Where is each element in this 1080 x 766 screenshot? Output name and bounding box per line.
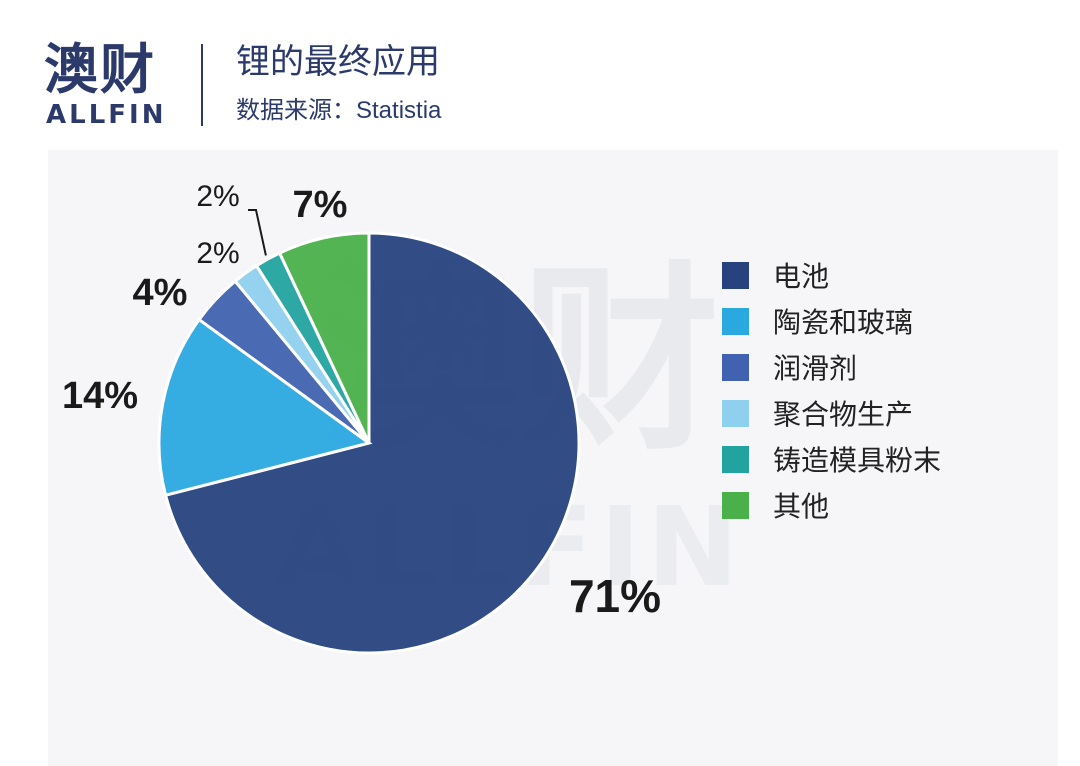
legend-item-2: 陶瓷和玻璃: [722, 298, 941, 344]
legend-item-4: 聚合物生产: [722, 390, 941, 436]
legend-item-1: 电池: [722, 252, 941, 298]
pie-slice-2: [157, 317, 373, 498]
leader-line-5: [248, 209, 267, 256]
brand-logo-en: ALLFIN: [46, 100, 167, 130]
data-label-4: 2%: [196, 237, 239, 270]
data-label-2: 14%: [62, 375, 138, 417]
data-label-5: 2%: [196, 180, 239, 213]
legend-label-6: 其他: [773, 490, 830, 523]
brand-logo-cn: 澳财: [44, 38, 156, 101]
legend-label-4: 聚合物生产: [773, 398, 914, 431]
legend-item-3: 润滑剂: [722, 344, 941, 390]
chart-source: 数据来源：Statistia: [236, 94, 441, 127]
source-name: Statistia: [356, 97, 442, 124]
legend-label-2: 陶瓷和玻璃: [773, 306, 914, 339]
chart-legend: 电池陶瓷和玻璃润滑剂聚合物生产铸造模具粉末 其他: [722, 252, 941, 528]
data-label-6: 7%: [293, 184, 348, 226]
data-label-3: 4%: [133, 272, 188, 314]
legend-swatch-4: [722, 399, 749, 427]
legend-item-5: 铸造模具粉末: [722, 436, 941, 482]
legend-label-3: 润滑剂: [773, 352, 858, 385]
legend-item-6: 其他: [722, 482, 941, 528]
legend-label-1: 电池: [773, 260, 830, 293]
legend-swatch-1: [722, 261, 749, 289]
legend-label-5: 铸造模具粉末: [773, 444, 942, 477]
legend-swatch-3: [722, 353, 749, 381]
legend-swatch-2: [722, 307, 749, 335]
pie-slice-6: [277, 231, 371, 444]
source-prefix: 数据来源：: [236, 96, 356, 124]
header-divider: [201, 44, 203, 126]
legend-swatch-5: [722, 445, 749, 473]
chart-title: 锂的最终应用: [236, 42, 440, 82]
data-label-1: 71%: [569, 570, 661, 622]
pie-slice-1: [163, 231, 581, 655]
legend-swatch-6: [722, 491, 749, 519]
